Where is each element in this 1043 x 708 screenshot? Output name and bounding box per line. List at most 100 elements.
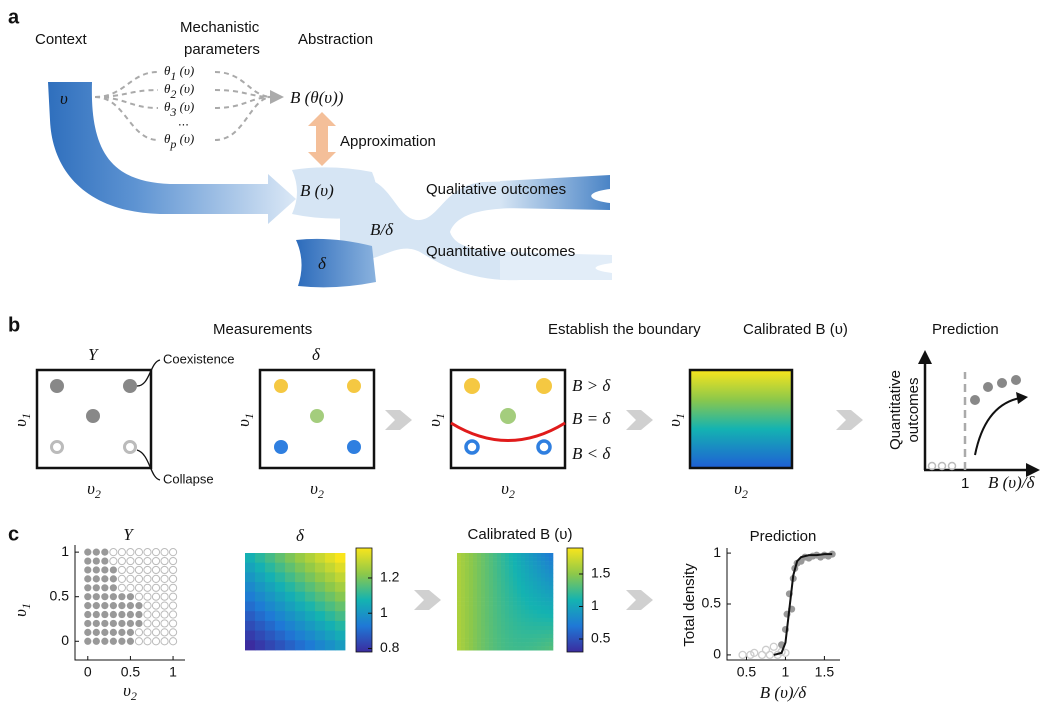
heat-cell — [497, 569, 501, 573]
heat-cell — [481, 618, 485, 622]
delta-blob — [296, 239, 376, 287]
heat-cell — [481, 630, 485, 634]
heat-cell — [325, 602, 335, 612]
heat-cell — [325, 553, 335, 563]
heat-cell — [265, 602, 275, 612]
approximation-arrow — [308, 112, 336, 166]
heat-cell — [525, 561, 529, 565]
heat-cell — [481, 646, 485, 650]
heat-cell — [315, 572, 325, 582]
heat-cell — [469, 565, 473, 569]
heat-cell — [469, 614, 473, 618]
heat-cell — [521, 569, 525, 573]
heat-cell — [529, 569, 533, 573]
collapse-dot — [169, 593, 176, 600]
heat-cell — [473, 602, 477, 606]
dot — [50, 379, 64, 393]
coexist-dot — [101, 566, 108, 573]
label: Y — [88, 345, 99, 364]
heat-cell — [457, 577, 461, 581]
heat-cell — [545, 610, 549, 614]
heat-cell — [509, 557, 513, 561]
heat-cell — [525, 598, 529, 602]
heat-cell — [485, 553, 489, 557]
ring — [52, 442, 63, 453]
heat-cell — [295, 572, 305, 582]
heat-cell — [465, 614, 469, 618]
colorbar — [567, 548, 583, 652]
heat-cell — [325, 611, 335, 621]
heat-cell — [465, 610, 469, 614]
label: B (υ)/δ — [988, 473, 1035, 492]
heat-cell — [501, 622, 505, 626]
heat-cell — [465, 553, 469, 557]
heat-cell — [521, 585, 525, 589]
heat-cell — [541, 618, 545, 622]
label: Quantitative — [887, 370, 904, 450]
region-label: B = δ — [572, 409, 611, 428]
subscript: 3 — [169, 105, 176, 119]
dot — [86, 409, 100, 423]
heat-cell — [537, 598, 541, 602]
heat-cell — [513, 634, 517, 638]
heat-cell — [541, 585, 545, 589]
tick-label: 0.5 — [591, 630, 611, 646]
heat-cell — [335, 602, 345, 612]
axis-label: υ1 — [425, 413, 447, 427]
heat-cell — [521, 589, 525, 593]
heat-cell — [477, 577, 481, 581]
heat-cell — [485, 573, 489, 577]
heat-cell — [325, 621, 335, 631]
heat-cell — [457, 553, 461, 557]
heat-cell — [285, 640, 295, 650]
heat-cell — [549, 622, 553, 626]
heat-cell — [533, 598, 537, 602]
heat-cell — [489, 561, 493, 565]
heat-cell — [285, 621, 295, 631]
heat-cell — [545, 565, 549, 569]
heat-cell — [485, 606, 489, 610]
heat-cell — [473, 622, 477, 626]
heat-cell — [461, 589, 465, 593]
collapse-dot — [135, 638, 142, 645]
heat-cell — [545, 573, 549, 577]
heat-cell — [545, 642, 549, 646]
subscript: 1 — [433, 413, 447, 419]
heat-cell — [517, 622, 521, 626]
heat-cell — [315, 631, 325, 641]
coexist-dot — [101, 557, 108, 564]
coexist-dot — [101, 611, 108, 618]
heat-cell — [513, 553, 517, 557]
heat-cell — [545, 598, 549, 602]
coexist-dot — [110, 602, 117, 609]
prediction-schematic — [918, 350, 1040, 477]
heat-cell — [533, 581, 537, 585]
heat-cell — [245, 553, 255, 563]
coexist-dot — [127, 620, 134, 627]
heat-cell — [485, 585, 489, 589]
heat-cell — [533, 565, 537, 569]
label: outcomes — [905, 377, 922, 442]
coexist-dot — [118, 602, 125, 609]
coexist-dot — [93, 602, 100, 609]
heat-cell — [461, 573, 465, 577]
axis-label: υ2 — [501, 479, 515, 501]
heat-cell — [497, 626, 501, 630]
heat-cell — [481, 638, 485, 642]
coexist-dot — [101, 549, 108, 556]
heat-cell — [275, 602, 285, 612]
heat-cell — [315, 582, 325, 592]
heat-cell — [505, 642, 509, 646]
heat-cell — [493, 565, 497, 569]
heat-cell — [477, 618, 481, 622]
heat-cell — [505, 626, 509, 630]
theta-label: θp (υ) — [164, 131, 194, 151]
ring — [125, 442, 136, 453]
heat-cell — [501, 589, 505, 593]
heat-cell — [549, 557, 553, 561]
heat-cell — [493, 553, 497, 557]
heat-cell — [501, 585, 505, 589]
collapse-dot — [135, 575, 142, 582]
heat-cell — [517, 585, 521, 589]
heat-cell — [525, 602, 529, 606]
